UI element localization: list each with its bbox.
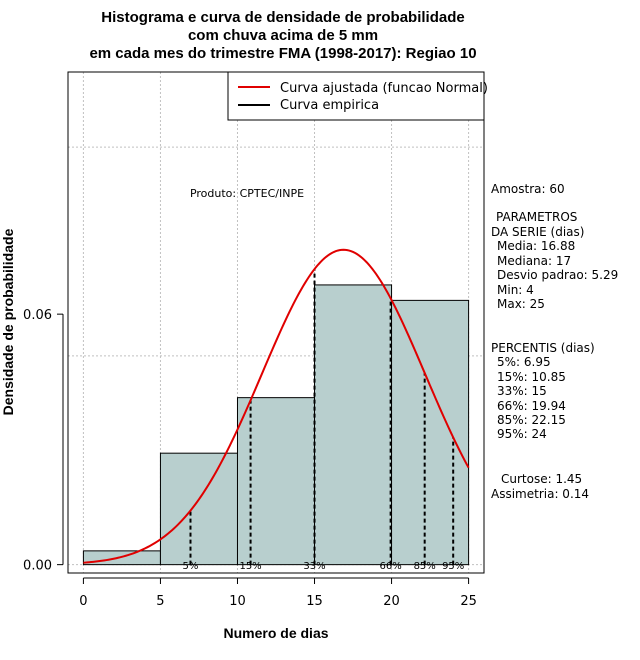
curtose: Curtose: 1.45 — [501, 472, 582, 486]
params-header-2: DA SERIE (dias) — [491, 225, 584, 239]
param-max: Max: 25 — [497, 297, 545, 311]
fitted-normal-curve — [83, 248, 470, 564]
param-min: Min: 4 — [497, 283, 534, 297]
x-tick-label: 10 — [229, 594, 246, 609]
legend-label-fitted: Curva ajustada (funcao Normal) — [280, 81, 488, 96]
legend-label-empirical: Curva empirica — [280, 98, 379, 113]
legend-box — [227, 71, 485, 121]
percentis-header: PERCENTIS (dias) — [491, 341, 595, 355]
y-tick-label: 0.06 — [23, 308, 52, 323]
percentile-label: 15% — [239, 561, 261, 572]
percentil-5: 5%: 6.95 — [497, 355, 551, 369]
percentil-15: 15%: 10.85 — [497, 370, 566, 384]
percentile-label: 33% — [303, 561, 325, 572]
chart-title-line-3: em cada mes do trimestre FMA (1998-2017)… — [89, 45, 476, 62]
histogram-bar — [314, 284, 393, 566]
stats-side-panel: Amostra: 60 PARAMETROS DA SERIE (dias) M… — [491, 182, 618, 501]
chart-title-line-2: com chuva acima de 5 mm — [188, 27, 378, 44]
percentile-label: 85% — [414, 561, 436, 572]
sample-size: Amostra: 60 — [491, 182, 565, 196]
histogram-bar — [236, 397, 316, 566]
percentil-33: 33%: 15 — [497, 384, 547, 398]
percentile-label: 66% — [380, 561, 402, 572]
percentil-85: 85%: 22.15 — [497, 413, 566, 427]
legend: Curva ajustada (funcao Normal) Curva emp… — [227, 71, 488, 121]
x-tick-label: 20 — [383, 594, 400, 609]
y-axis-label: Densidade de probabilidade — [0, 228, 16, 415]
params-header-1: PARAMETROS — [496, 210, 577, 224]
histogram-bar — [159, 452, 238, 566]
percentile-label: 95% — [442, 561, 464, 572]
axes-layer: 0 5 10 15 20 25 0.00 0.06 — [23, 308, 477, 609]
product-label: Produto: CPTEC/INPE — [190, 187, 304, 200]
chart-title-line-1: Histograma e curva de densidade de proba… — [101, 9, 464, 26]
param-desvio: Desvio padrao: 5.29 — [497, 268, 618, 282]
x-tick-label: 25 — [460, 594, 477, 609]
x-tick-label: 15 — [306, 594, 323, 609]
x-tick-label: 5 — [156, 594, 164, 609]
x-tick-label: 0 — [79, 594, 87, 609]
percentile-label: 5% — [183, 561, 199, 572]
percentil-66: 66%: 19.94 — [497, 399, 566, 413]
bars-layer — [82, 284, 470, 566]
y-tick-label: 0.00 — [23, 559, 52, 574]
x-axis-label: Numero de dias — [223, 625, 328, 641]
percentil-95: 95%: 24 — [497, 427, 547, 441]
param-media: Media: 16.88 — [497, 239, 575, 253]
percentile-lines-layer: 5% 15% 33% 66% 85% 95% — [183, 269, 464, 572]
histogram-bar — [391, 299, 470, 566]
assimetria: Assimetria: 0.14 — [491, 487, 589, 501]
param-mediana: Mediana: 17 — [497, 254, 571, 268]
